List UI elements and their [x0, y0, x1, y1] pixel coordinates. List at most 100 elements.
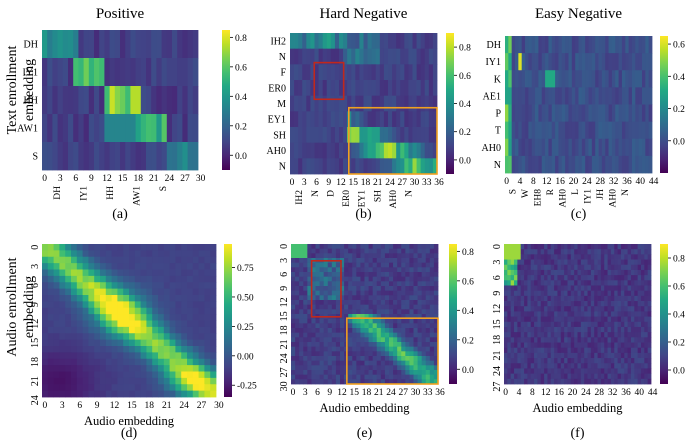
heatmap-cell: [648, 70, 653, 88]
heatmap-cell: [76, 358, 83, 366]
heatmap-cell: [348, 248, 353, 254]
heatmap-cell: [47, 301, 54, 309]
heatmap-cell: [47, 269, 54, 277]
heatmap-cell: [547, 321, 552, 328]
heatmap-cell: [580, 301, 585, 307]
heatmap-cell: [641, 53, 646, 71]
heatmap-cell: [65, 346, 72, 353]
heatmap-cell: [517, 301, 522, 307]
heatmap-cell: [412, 48, 417, 65]
heatmap-cell: [413, 337, 418, 343]
heatmap-cell: [368, 248, 374, 254]
heatmap-cell: [335, 365, 341, 371]
heatmap-cell: [71, 339, 78, 347]
heatmap-cell: [117, 314, 124, 321]
heatmap-cell: [315, 290, 320, 296]
heatmap-cell: [181, 250, 188, 258]
heatmap-cell: [379, 127, 385, 144]
heatmap-cell: [311, 262, 316, 268]
x-tick-label: 8: [531, 177, 536, 187]
heatmap-cell: [567, 358, 572, 364]
heatmap-cell: [560, 259, 565, 266]
heatmap-cell: [540, 311, 545, 317]
heatmap-cell: [640, 254, 645, 260]
heatmap-cell: [432, 142, 438, 159]
heatmap-cell: [364, 342, 369, 348]
heatmap-cell: [331, 262, 337, 268]
heatmap-cell: [177, 30, 183, 59]
heatmap-cell: [192, 352, 199, 360]
heatmap-cell: [59, 301, 66, 309]
heatmap-cell: [327, 370, 333, 376]
heatmap-cell: [181, 282, 188, 290]
heatmap-cell: [347, 64, 352, 81]
heatmap-cell: [177, 114, 183, 143]
heatmap-cell: [303, 267, 308, 273]
heatmap-cell: [541, 104, 546, 123]
heatmap-cell: [401, 267, 406, 273]
heatmap-cell: [645, 87, 650, 105]
heatmap-cell: [375, 127, 381, 144]
heatmap-cell: [412, 127, 417, 144]
heatmap-cell: [584, 316, 588, 323]
y-tick-label: 9: [30, 302, 41, 307]
heatmap-cell: [351, 48, 356, 65]
heatmap-cell: [100, 320, 107, 328]
heatmap-cell: [187, 142, 194, 171]
heatmap-cell: [587, 363, 592, 369]
heatmap-cell: [577, 363, 582, 369]
heatmap-cell: [383, 158, 389, 175]
heatmap-cell: [303, 346, 308, 352]
heatmap-cell: [570, 378, 575, 385]
heatmap-cell: [389, 300, 394, 306]
heatmap-cell: [637, 285, 642, 292]
heatmap-cell: [364, 267, 369, 273]
heatmap-cell: [47, 250, 54, 258]
y-tick-label: ER0: [268, 83, 286, 94]
heatmap-cell: [198, 371, 205, 379]
heatmap-cell: [59, 358, 66, 366]
heatmap-cell: [393, 244, 398, 250]
heatmap-cell: [537, 269, 542, 276]
heatmap-cell: [76, 250, 83, 258]
heatmap-cell: [192, 346, 199, 353]
y-tick-label: P: [495, 109, 501, 120]
heatmap-cell: [528, 87, 533, 105]
heatmap-cell: [644, 306, 649, 312]
heatmap-cell: [397, 272, 402, 278]
y-tick-label: 12: [30, 319, 41, 329]
heatmap-cell: [389, 304, 394, 310]
heatmap-cell: [620, 306, 625, 312]
heatmap-cell: [594, 332, 598, 338]
heatmap-cell: [540, 285, 545, 292]
heatmap-cell: [534, 358, 538, 364]
heatmap-cell: [574, 254, 578, 260]
heatmap-cell: [335, 290, 341, 296]
heatmap-cell: [564, 285, 568, 292]
heatmap-cell: [169, 333, 176, 341]
heatmap-cell: [637, 368, 642, 375]
heatmap-cell: [417, 253, 423, 259]
heatmap-cell: [109, 142, 116, 171]
heatmap-cell: [505, 70, 509, 88]
heatmap-cell: [564, 316, 568, 323]
heatmap-cell: [344, 300, 349, 306]
heatmap-cell: [584, 254, 588, 260]
heatmap-cell: [100, 269, 107, 277]
heatmap-cell: [547, 290, 552, 297]
heatmap-cell: [554, 347, 558, 354]
heatmap-cell: [397, 328, 402, 334]
heatmap-cell: [123, 390, 130, 398]
heatmap-cell: [302, 127, 307, 144]
heatmap-cell: [134, 263, 141, 270]
heatmap-cell: [614, 280, 618, 286]
heatmap-cell: [109, 114, 116, 143]
heatmap-cell: [597, 264, 602, 271]
heatmap-cell: [408, 95, 413, 112]
heatmap-cell: [42, 30, 48, 59]
heatmap-cell: [617, 337, 622, 343]
heatmap-cell: [607, 337, 612, 343]
heatmap-cell: [175, 314, 182, 321]
heatmap-cell: [192, 256, 199, 264]
heatmap-cell: [356, 276, 361, 282]
